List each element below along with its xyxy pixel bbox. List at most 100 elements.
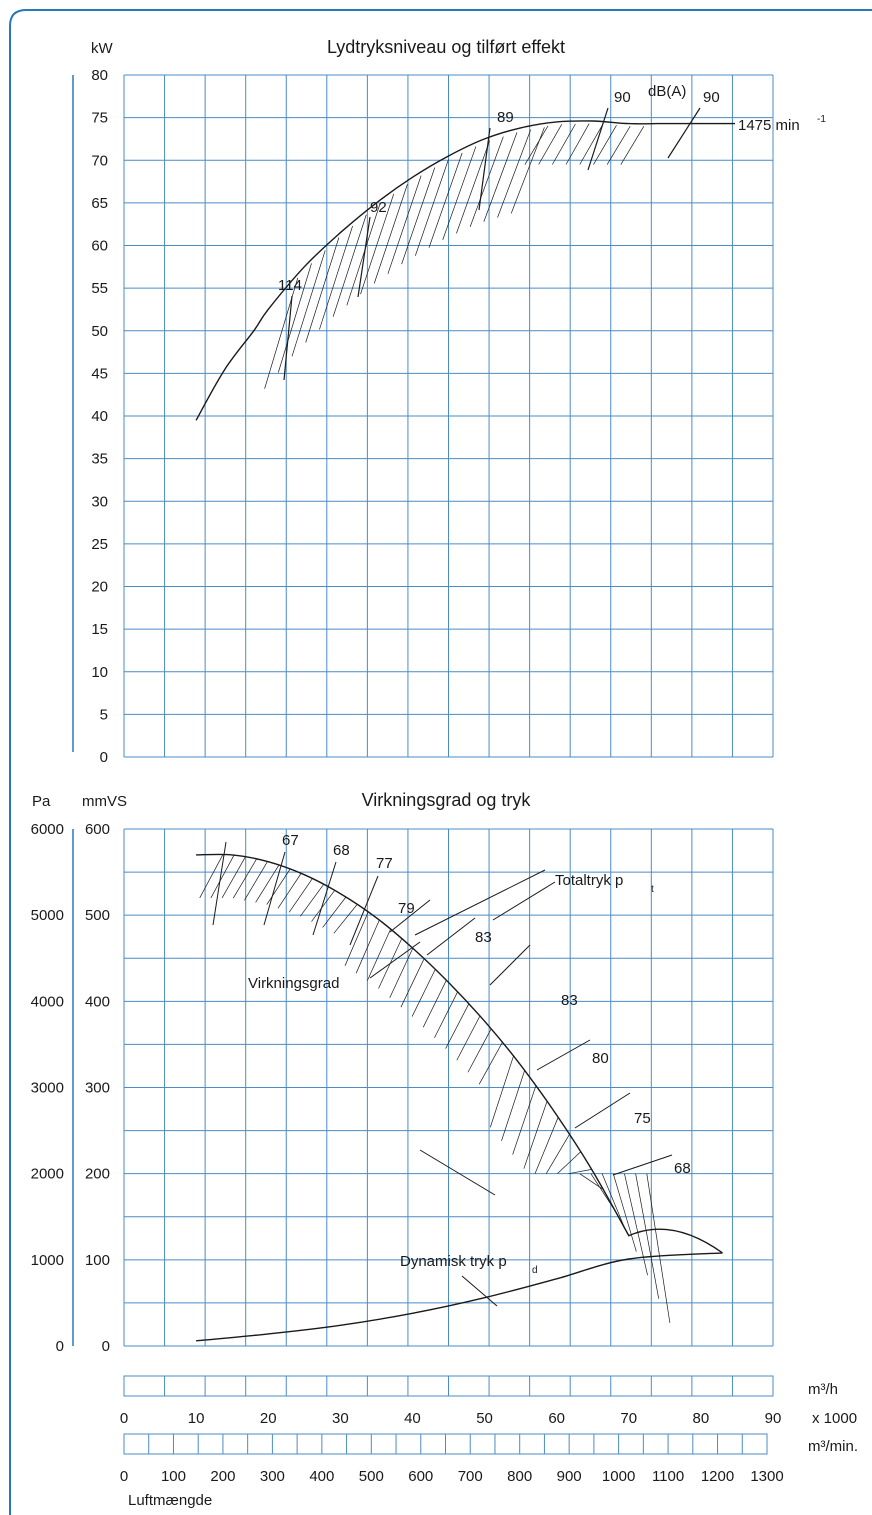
airflow-label: Luftmængde <box>128 1492 212 1509</box>
bottom-hatch-line <box>512 1085 537 1155</box>
bottom-hatch-line <box>355 920 380 974</box>
top-y-tick-label: 60 <box>91 238 108 255</box>
m3min-scale-bar <box>123 1433 768 1455</box>
m3h-scale-labels: 0 10 20 30 40 50 60 70 80 90 <box>120 1410 782 1427</box>
bottom-hatch-line <box>367 929 391 981</box>
mmvs-tick-label: 100 <box>85 1252 110 1269</box>
bottom-hatch-line <box>255 865 279 903</box>
top-efficiency-hatch <box>264 123 645 389</box>
mmvs-tick-label: 200 <box>85 1166 110 1183</box>
pa-tick-label: 1000 <box>31 1252 64 1269</box>
top-hatch-line <box>305 237 340 343</box>
top-y-tick-label: 5 <box>100 706 108 723</box>
bottom-hatch-line <box>266 869 291 905</box>
pa-tick-label: 4000 <box>31 993 64 1010</box>
top-chart-title: Lydtryksniveau og tilført effekt <box>327 37 565 57</box>
mmvs-tick-label: 600 <box>85 821 110 838</box>
top-y-tick-label: 20 <box>91 579 108 596</box>
top-hatch-line <box>538 124 563 165</box>
top-hatch-line <box>264 277 299 389</box>
top-hatch-line <box>414 159 449 256</box>
bottom-hatch-line <box>199 854 224 899</box>
dynamic-pressure-curve <box>196 1252 723 1342</box>
top-hatch-line <box>346 203 381 306</box>
top-y-tick-label: 50 <box>91 323 108 340</box>
top-hatch-line <box>456 140 490 234</box>
m3min-tick-label: 1100 <box>652 1468 684 1485</box>
bottom-hatch-line <box>389 948 414 998</box>
bottom-hatch-line <box>322 897 347 928</box>
top-hatch-line <box>469 136 504 228</box>
mmvs-tick-label: 0 <box>102 1338 110 1355</box>
top-noise-marks <box>283 107 701 381</box>
m3min-unit: m³/min. <box>808 1438 858 1455</box>
total-pressure-leader <box>492 881 556 921</box>
noise-marker <box>478 127 491 211</box>
top-y-axis-label: kW <box>91 40 114 57</box>
m3min-tick-label: 500 <box>359 1468 384 1485</box>
m3min-scale-labels: 0 100 200 300 400 500 600 700 800 900 1000 1100 1200… <box>120 1468 784 1485</box>
annotation-90b: 90 <box>703 89 720 106</box>
top-y-tick-label: 70 <box>91 152 108 169</box>
annotation-92: 92 <box>370 199 387 216</box>
m3min-tick-label: 300 <box>260 1468 285 1485</box>
top-hatch-line <box>524 125 549 165</box>
annotation-leader <box>612 1154 673 1176</box>
eff-68a: 68 <box>333 842 350 859</box>
top-hatch-line <box>579 124 604 165</box>
m3h-tick-label: 90 <box>765 1410 782 1427</box>
bottom-hatch-line <box>445 1003 470 1049</box>
m3min-tick-label: 400 <box>309 1468 334 1485</box>
top-hatch-line <box>620 125 645 165</box>
bottom-hatch-line <box>590 1173 615 1210</box>
eff-83b: 83 <box>561 992 578 1009</box>
bottom-hatch-line <box>523 1101 548 1169</box>
outer-frame <box>9 9 872 1515</box>
top-annotations: 114 92 89 90 dB(A) 90 <box>278 83 720 294</box>
eff-68b: 68 <box>674 1160 691 1177</box>
annotation-leader <box>263 851 286 926</box>
rpm-label: 1475 min -1 <box>738 114 826 134</box>
top-hatch-line <box>565 123 590 165</box>
m3h-tick-label: 50 <box>476 1410 493 1427</box>
mmvs-tick-label: 500 <box>85 907 110 924</box>
top-hatch-line <box>332 214 367 317</box>
rpm-label-sup: -1 <box>817 114 826 125</box>
bottom-hatch-line <box>456 1015 481 1061</box>
top-y-tick-label: 55 <box>91 280 108 297</box>
bottom-hatch-line <box>277 873 302 909</box>
top-y-tick-label: 35 <box>91 451 108 468</box>
top-y-ticks: 0 5 10 15 20 25 30 35 40 45 50 55 60 65 70 75 80 <box>91 67 108 766</box>
m3min-tick-label: 200 <box>210 1468 235 1485</box>
top-hatch-line <box>291 250 326 357</box>
power-curve <box>195 120 735 421</box>
rpm-label-main: 1475 min <box>738 117 800 134</box>
top-hatch-line <box>483 132 518 222</box>
annotation-114: 114 <box>278 277 302 294</box>
bottom-hatch-line <box>400 958 425 1008</box>
annotation-leader <box>212 841 227 926</box>
m3h-multiplier: x 1000 <box>812 1410 857 1427</box>
top-y-tick-label: 40 <box>91 408 108 425</box>
bottom-hatch-line <box>557 1151 581 1174</box>
m3h-tick-label: 20 <box>260 1410 277 1427</box>
bottom-hatch-line <box>434 991 458 1039</box>
m3min-tick-label: 800 <box>507 1468 532 1485</box>
m3h-unit: m³/h <box>808 1381 838 1398</box>
total-pressure-label-sub: t <box>651 884 654 895</box>
pa-tick-label: 6000 <box>31 821 64 838</box>
m3min-tick-label: 1000 <box>602 1468 635 1485</box>
bottom-hatch-line <box>210 855 235 899</box>
annotation-leader <box>414 869 546 936</box>
bottom-y-ticks: 0 1000 2000 3000 4000 5000 6000 0 100 200 300 400 50… <box>31 821 110 1355</box>
annotation-leader <box>426 917 476 956</box>
bottom-chart-title: Virkningsgrad og tryk <box>362 790 532 810</box>
bottom-hatch-line <box>422 980 447 1028</box>
bottom-y-label-pa: Pa <box>32 793 51 810</box>
m3h-tick-label: 70 <box>620 1410 637 1427</box>
top-y-tick-label: 75 <box>91 110 108 127</box>
m3min-tick-label: 0 <box>120 1468 128 1485</box>
top-y-tick-label: 10 <box>91 664 108 681</box>
dynamic-pressure-label: Dynamisk tryk p <box>400 1253 507 1270</box>
